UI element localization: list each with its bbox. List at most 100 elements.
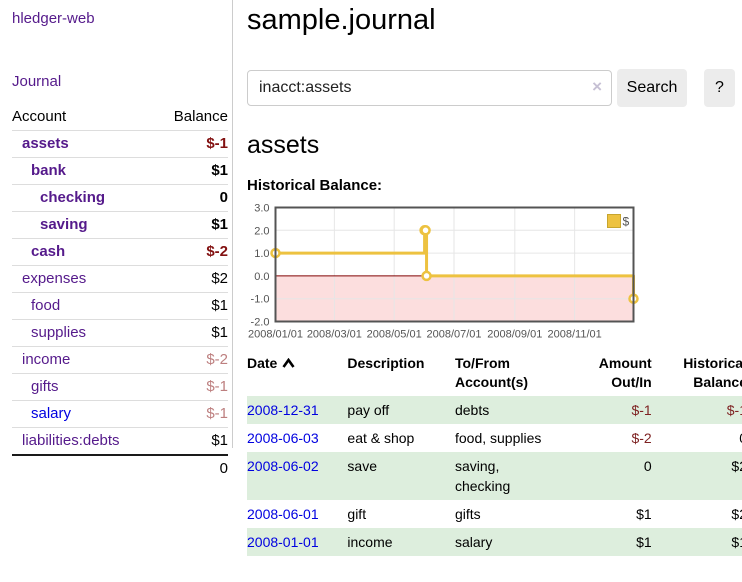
account-balance: $1 [155,211,228,239]
app: hledger-web Journal Account Balance asse… [12,0,742,556]
transaction-date-link[interactable]: 2008-06-02 [247,458,319,474]
account-row: gifts $-1 [12,373,228,401]
account-balance: $-1 [155,373,228,401]
sidebar-item-journal[interactable]: Journal [12,73,62,90]
accounts-total-value: 0 [155,454,228,482]
account-title: assets [247,131,320,159]
account-row: assets $-1 [12,130,228,158]
account-row: cash $-2 [12,238,228,266]
transaction-date-link[interactable]: 2008-01-01 [247,534,319,550]
svg-text:2008/03/01: 2008/03/01 [307,329,362,341]
historical-balance-chart: $3.0 2.0 1.0 0.0 -1.0 -2.0 2008/01/01 2008/03/0… [247,201,742,341]
account-link[interactable]: income [22,351,71,368]
search-button[interactable]: Search [617,69,687,107]
transaction-description: pay off [347,402,390,418]
search-input[interactable] [247,70,612,106]
transaction-row: 2008-06-03 eat & shop food, supplies $-20 [247,424,742,452]
account-link[interactable]: checking [40,189,106,206]
svg-text:2008/05/01: 2008/05/01 [367,329,422,341]
account-row: bank $1 [12,157,228,185]
accounts-table: Account Balance assets $-1 bank $1 checking 0… [12,104,228,482]
account-row: expenses $2 [12,265,228,293]
accounts-header-account: Account [12,104,156,131]
chart-label: Historical Balance: [247,177,383,194]
accounts-total-row: 0 [12,454,228,482]
account-row: liabilities:debts $1 [12,427,228,456]
account-balance: $-1 [155,130,228,158]
column-header-amount: Amount Out/In [598,355,652,390]
account-row: saving $1 [12,211,228,239]
account-link[interactable]: cash [31,243,66,260]
transaction-date-link[interactable]: 2008-12-31 [247,402,319,418]
account-link[interactable]: supplies [31,324,87,341]
transaction-row: 2008-01-01 income salary $1 $1 [247,528,742,556]
svg-text:1.0: 1.0 [254,248,269,260]
transaction-balance: $1 [731,534,742,550]
transaction-amount: $-1 [631,402,652,418]
transaction-accounts: debts [454,402,490,418]
account-balance: $1 [155,157,228,185]
register-header-row: Date Description To/From Account(s) Amou… [247,351,742,396]
transaction-accounts: food, supplies [454,430,542,446]
account-link[interactable]: bank [31,162,67,179]
legend-swatch [607,214,621,228]
transaction-accounts: gifts [454,506,481,522]
svg-text:0.0: 0.0 [254,271,269,283]
transaction-accounts: salary [454,534,493,550]
transaction-row: 2008-12-31 pay off debts $-1 $-1 [247,396,742,424]
account-link[interactable]: salary [31,405,72,422]
transaction-accounts: saving, checking [454,458,511,494]
legend-label: $ [623,215,630,229]
transaction-description: save [347,458,377,474]
account-balance: 0 [155,184,228,212]
transaction-date-link[interactable]: 2008-06-01 [247,506,319,522]
svg-text:2008/09/01: 2008/09/01 [487,329,542,341]
account-balance: $-2 [155,346,228,374]
transaction-amount: $1 [636,506,652,522]
transaction-description: gift [347,506,367,522]
account-link[interactable]: food [31,297,61,314]
sort-ascending-icon [282,354,295,373]
help-button[interactable]: ? [704,69,735,107]
account-balance: $1 [155,319,228,347]
transaction-description: income [347,534,393,550]
svg-text:-1.0: -1.0 [251,294,270,306]
account-balance: $1 [155,427,228,456]
transaction-amount: $1 [636,534,652,550]
svg-text:-2.0: -2.0 [251,317,270,329]
svg-text:3.0: 3.0 [254,203,269,215]
search-input-wrap: × [247,70,612,106]
account-link[interactable]: expenses [22,270,87,287]
app-brand-link[interactable]: hledger-web [12,10,95,27]
register-table: Date Description To/From Account(s) Amou… [247,351,742,556]
account-link[interactable]: saving [40,216,88,233]
column-header-description: Description [347,355,425,371]
transaction-balance: $2 [731,458,742,474]
transaction-balance: 0 [652,424,742,452]
column-header-date[interactable]: Date [247,351,347,396]
account-link[interactable]: assets [22,135,69,152]
account-balance: $-2 [155,238,228,266]
transaction-amount: 0 [643,458,652,474]
svg-text:2.0: 2.0 [254,225,269,237]
account-balance: $1 [155,292,228,320]
transaction-balance: $2 [731,506,742,522]
column-header-balance: Historical Balance [683,355,742,390]
transaction-balance: $-1 [726,402,742,418]
main-content: sample.journal × Search ? assets Histori… [233,0,742,556]
account-row: supplies $1 [12,319,228,347]
transaction-row: 2008-06-02 save saving, checking 0 $2 [247,452,742,500]
transaction-date-link[interactable]: 2008-06-03 [247,430,319,446]
account-row: income $-2 [12,346,228,374]
search-bar: × Search ? [247,69,742,107]
account-link[interactable]: gifts [31,378,59,395]
svg-text:2008/11/01: 2008/11/01 [548,329,602,341]
column-header-accounts: To/From Account(s) [454,355,529,390]
account-link[interactable]: liabilities:debts [22,432,120,449]
transaction-amount: $-2 [631,430,652,446]
transaction-description: eat & shop [347,430,415,446]
account-row: salary $-1 [12,400,228,428]
clear-search-icon[interactable]: × [592,77,602,96]
account-row: checking 0 [12,184,228,212]
